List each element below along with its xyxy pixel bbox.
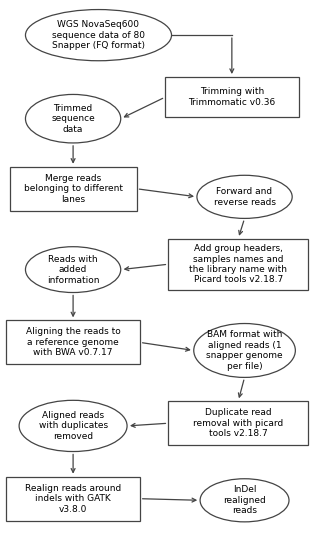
Text: BAM format with
aligned reads (1
snapper genome
per file): BAM format with aligned reads (1 snapper… — [206, 331, 283, 371]
Text: Trimming with
Trimmomatic v0.36: Trimming with Trimmomatic v0.36 — [188, 87, 275, 107]
Text: Merge reads
belonging to different
lanes: Merge reads belonging to different lanes — [24, 174, 122, 204]
Text: Aligning the reads to
a reference genome
with BWA v0.7.17: Aligning the reads to a reference genome… — [26, 327, 121, 358]
Text: Duplicate read
removal with picard
tools v2.18.7: Duplicate read removal with picard tools… — [193, 408, 283, 438]
Text: Aligned reads
with duplicates
removed: Aligned reads with duplicates removed — [39, 411, 108, 441]
Text: Realign reads around
indels with GATK
v3.8.0: Realign reads around indels with GATK v3… — [25, 484, 121, 514]
Text: Trimmed
sequence
data: Trimmed sequence data — [51, 104, 95, 134]
Text: WGS NovaSeq600
sequence data of 80
Snapper (FQ format): WGS NovaSeq600 sequence data of 80 Snapp… — [52, 20, 145, 50]
Text: Add group headers,
samples names and
the library name with
Picard tools v2.18.7: Add group headers, samples names and the… — [189, 244, 287, 284]
Text: InDel
realigned
reads: InDel realigned reads — [223, 486, 266, 515]
Text: Forward and
reverse reads: Forward and reverse reads — [214, 187, 275, 207]
Text: Reads with
added
information: Reads with added information — [47, 255, 99, 284]
